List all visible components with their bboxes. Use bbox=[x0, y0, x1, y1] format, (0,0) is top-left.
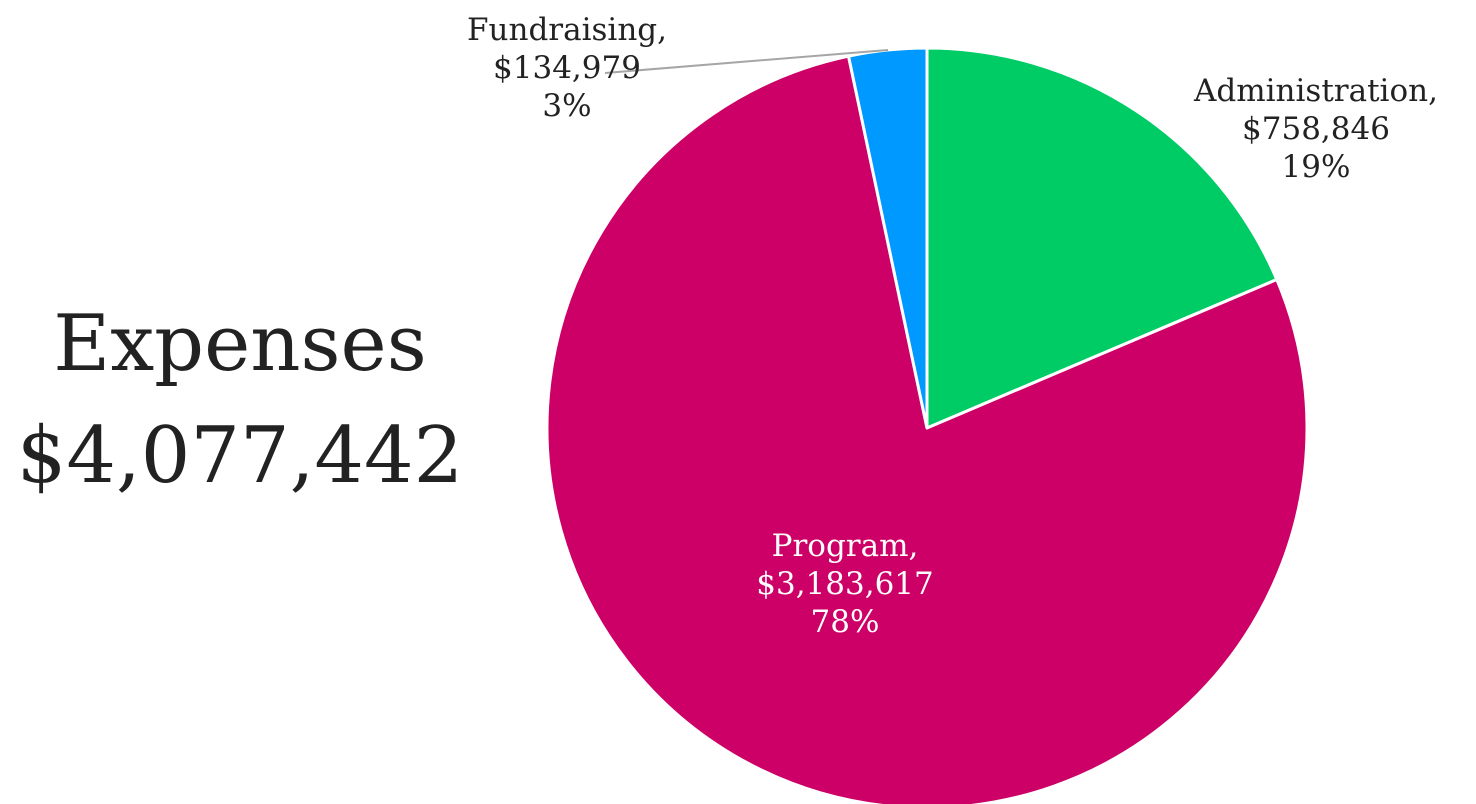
slice-label-value-program: $3,183,617 bbox=[756, 566, 934, 602]
slice-label-value-administration: $758,846 bbox=[1242, 111, 1390, 147]
slice-label-percent-administration: 19% bbox=[1282, 149, 1351, 185]
leader-line-fundraising bbox=[604, 49, 889, 74]
slice-label-name-administration: Administration, bbox=[1193, 73, 1438, 109]
chart-title-block: Expenses $4,077,442 bbox=[0, 288, 480, 512]
pie-slice-administration bbox=[925, 46, 1279, 430]
pie-slice-program bbox=[545, 54, 1309, 804]
slice-label-percent-fundraising: 3% bbox=[542, 88, 591, 124]
slice-label-percent-program: 78% bbox=[811, 604, 880, 640]
chart-total: $4,077,442 bbox=[16, 411, 464, 501]
slice-label-value-fundraising: $134,979 bbox=[493, 50, 641, 86]
slice-label-name-program: Program, bbox=[772, 528, 919, 564]
chart-title: Expenses bbox=[53, 299, 427, 389]
slice-label-name-fundraising: Fundraising, bbox=[467, 12, 667, 48]
